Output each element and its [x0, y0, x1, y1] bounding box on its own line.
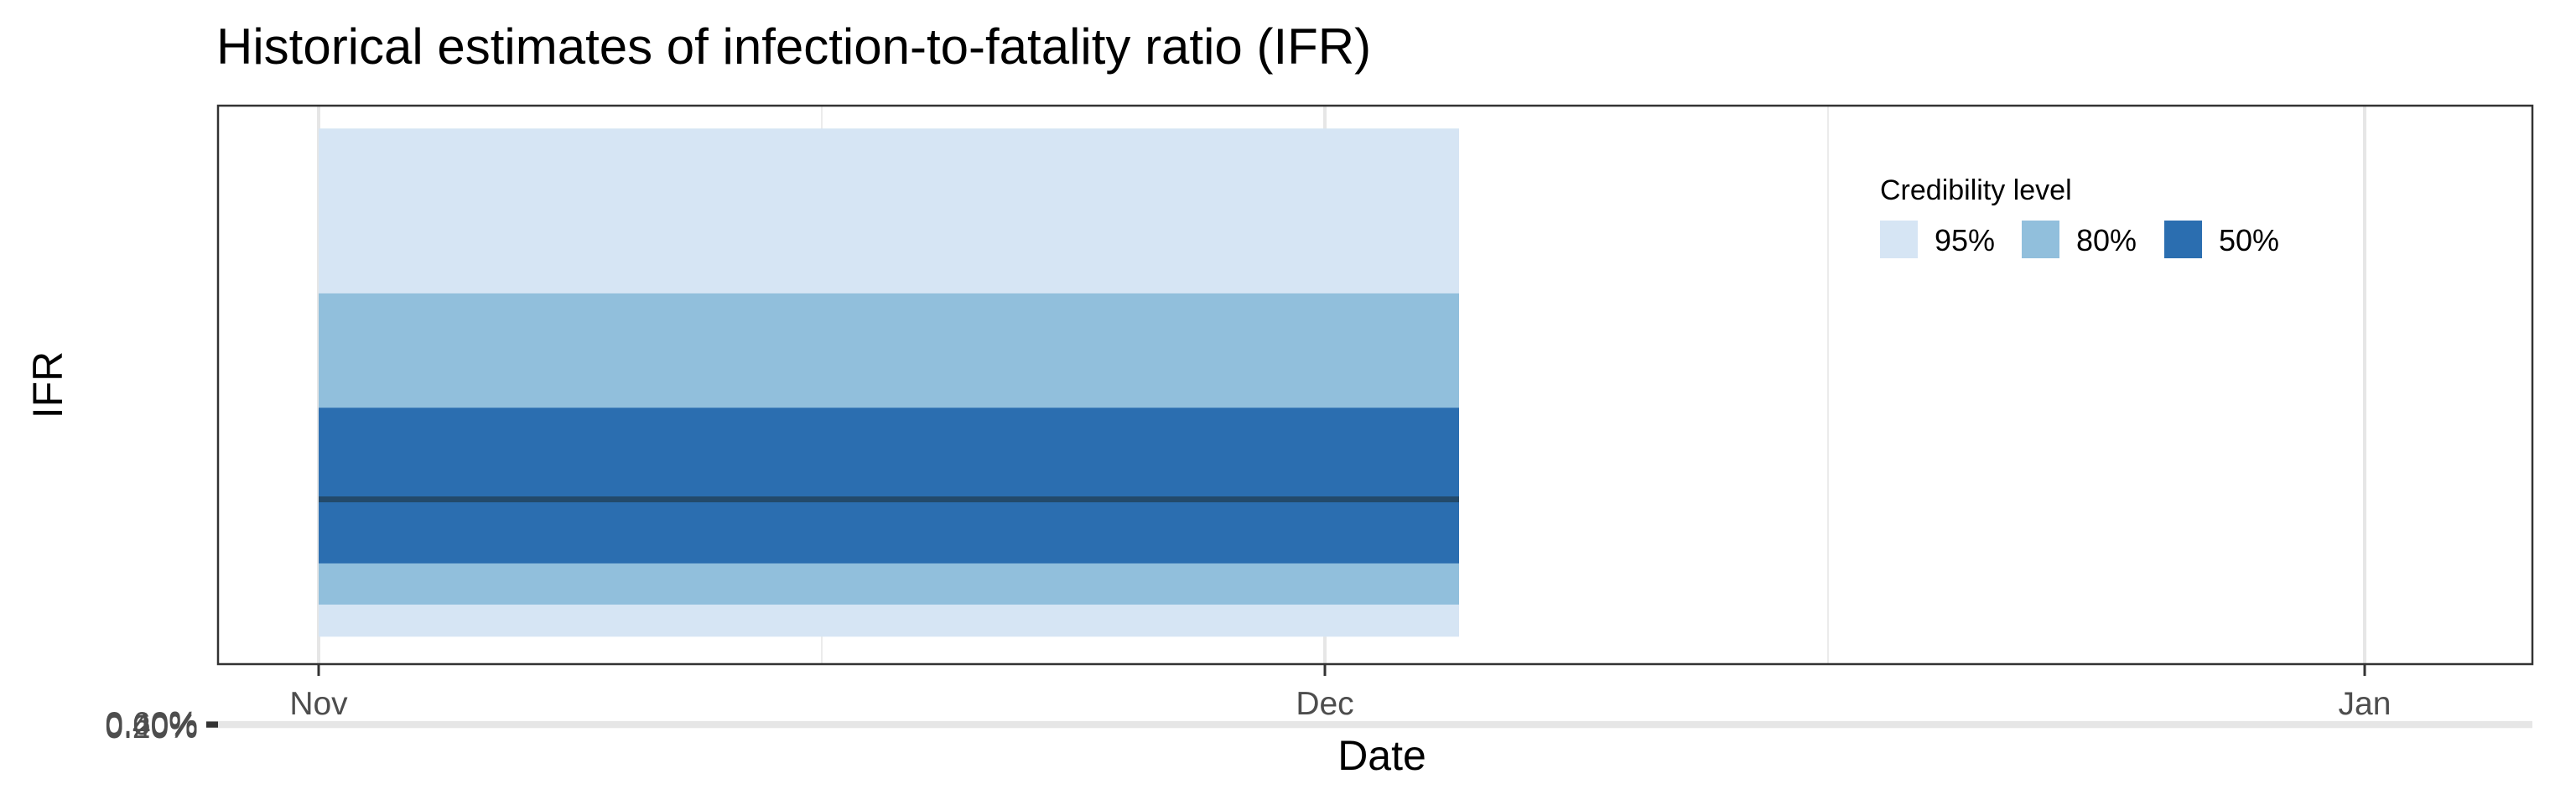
legend-label: 95%: [1935, 223, 1995, 257]
legend-swatch: [2022, 221, 2059, 258]
y-tick-label: 0.60%: [105, 706, 198, 742]
axis-layer: 0.20%0.40%0.60% Nov Dec Jan: [105, 664, 2391, 745]
y-axis-title: IFR: [24, 351, 71, 419]
y-tick-label: 0.20%: [105, 709, 198, 745]
legend-label: 80%: [2076, 223, 2137, 257]
x-axis-title: Date: [1337, 732, 1426, 779]
x-tick-label: Nov: [289, 686, 348, 722]
legend-label: 50%: [2219, 223, 2279, 257]
legend-title: Credibility level: [1880, 174, 2072, 206]
x-tick-label: Jan: [2339, 686, 2392, 722]
panel-border: [216, 104, 2534, 666]
y-tick-label: 0.40%: [105, 708, 198, 744]
chart-title: Historical estimates of infection-to-fat…: [216, 18, 1371, 75]
legend-swatch: [2164, 221, 2202, 258]
band-layer: [319, 128, 1459, 637]
band-50-pct: [319, 408, 1459, 564]
x-tick-label: Dec: [1296, 686, 1353, 722]
legend: Credibility level 95% 80% 50%: [1880, 174, 2279, 258]
legend-swatch: [1880, 221, 1918, 258]
legend-items: 95% 80% 50%: [1880, 221, 2279, 258]
